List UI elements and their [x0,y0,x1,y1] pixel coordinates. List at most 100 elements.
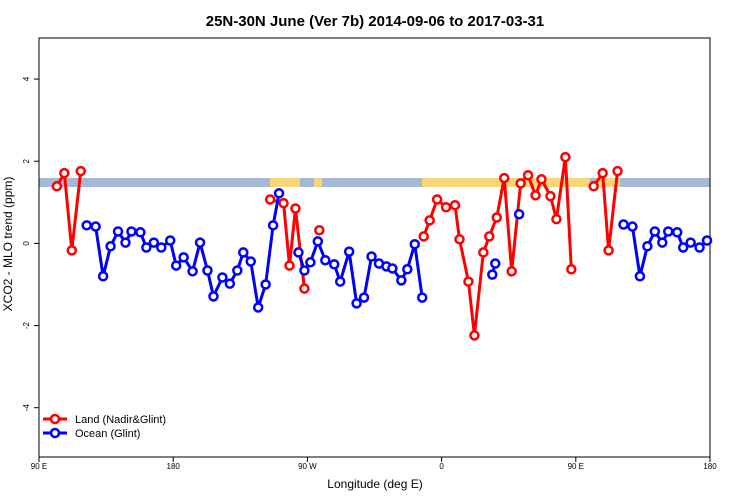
data-point [463,276,474,287]
data-point [314,224,325,236]
data-point [170,260,182,271]
data-point [135,227,146,238]
data-point [484,231,495,242]
data-point [566,264,577,275]
x-axis-label: Longitude (deg E) [327,477,422,491]
data-point [59,167,70,179]
data-point [662,226,674,237]
data-point [649,226,661,237]
data-point [305,257,316,268]
y-tick-label: 4 [22,76,31,81]
data-point [148,237,160,248]
data-point [560,151,571,163]
data-point [351,298,362,309]
data-point [454,234,465,245]
land-strip [270,178,300,187]
data-point [431,194,443,205]
data-point [178,252,189,263]
data-point [515,178,526,189]
data-point [490,258,501,269]
data-point [260,279,271,290]
data-point [238,247,249,258]
data-point [273,188,285,199]
data-point [522,169,534,181]
data-point [245,256,256,267]
data-point [328,259,340,270]
data-point [90,221,101,232]
data-point [264,194,276,205]
data-point [536,174,547,185]
x-tick-label: 90 E [31,462,47,471]
legend-label: Ocean (Glint) [75,428,140,440]
data-point [320,254,331,266]
data-point [657,237,668,248]
data-point [290,203,301,214]
data-point [293,247,304,258]
data-point [634,271,646,282]
plot-frame [38,37,711,458]
data-point [487,269,498,280]
legend-marker [49,413,61,425]
x-tick-label: 180 [167,462,181,471]
data-point [141,242,152,253]
y-axis-label: XCO2 - MLO trend (ppm) [1,177,15,312]
data-point [217,272,228,283]
data-point [424,215,435,226]
data-point [551,213,562,225]
data-point [478,247,489,258]
data-point [449,199,461,211]
y-tick-label: 2 [22,158,31,163]
data-point [194,237,206,248]
data-point [358,292,370,303]
land-strip [314,178,322,187]
data-point [440,201,452,213]
x-tick-label: 180 [703,462,717,471]
data-point [75,165,87,177]
data-point [120,237,131,248]
legend-label: Land (Nadir&Glint) [75,414,166,426]
x-tick-label: 90 W [298,462,317,471]
data-point [627,221,638,232]
data-point [491,212,503,223]
data-point [506,266,517,277]
legend: Land (Nadir&Glint) Ocean (Glint) [43,413,166,440]
data-point [530,190,541,201]
data-point [51,181,63,192]
data-point [694,242,705,253]
data-point [208,291,219,302]
data-point [164,235,176,246]
data-point [156,242,167,253]
land-strip [596,178,620,187]
ocean-strip [39,178,710,187]
data-point [685,237,696,248]
data-point [597,167,608,179]
data-point [187,266,198,277]
data-point [312,236,324,247]
data-point [97,271,109,282]
data-point [588,181,599,192]
data-point [126,226,137,237]
data-point [402,264,413,275]
data-point [418,231,429,242]
data-point [267,220,279,231]
data-point [416,292,428,303]
data-point [232,265,243,276]
data-point [284,260,295,271]
data-point [112,226,124,237]
data-point [545,190,556,202]
data-point [409,238,421,250]
land-ocean-strip [39,178,710,187]
data-point [299,283,310,294]
chart-title: 25N-30N June (Ver 7b) 2014-09-06 to 2017… [206,13,545,30]
data-point [677,242,689,253]
data-point [202,265,213,276]
data-point [224,278,236,289]
data-point [387,263,398,274]
data-point [278,197,289,209]
data-point [701,235,713,246]
data-point [618,219,629,230]
data-point [343,246,355,257]
